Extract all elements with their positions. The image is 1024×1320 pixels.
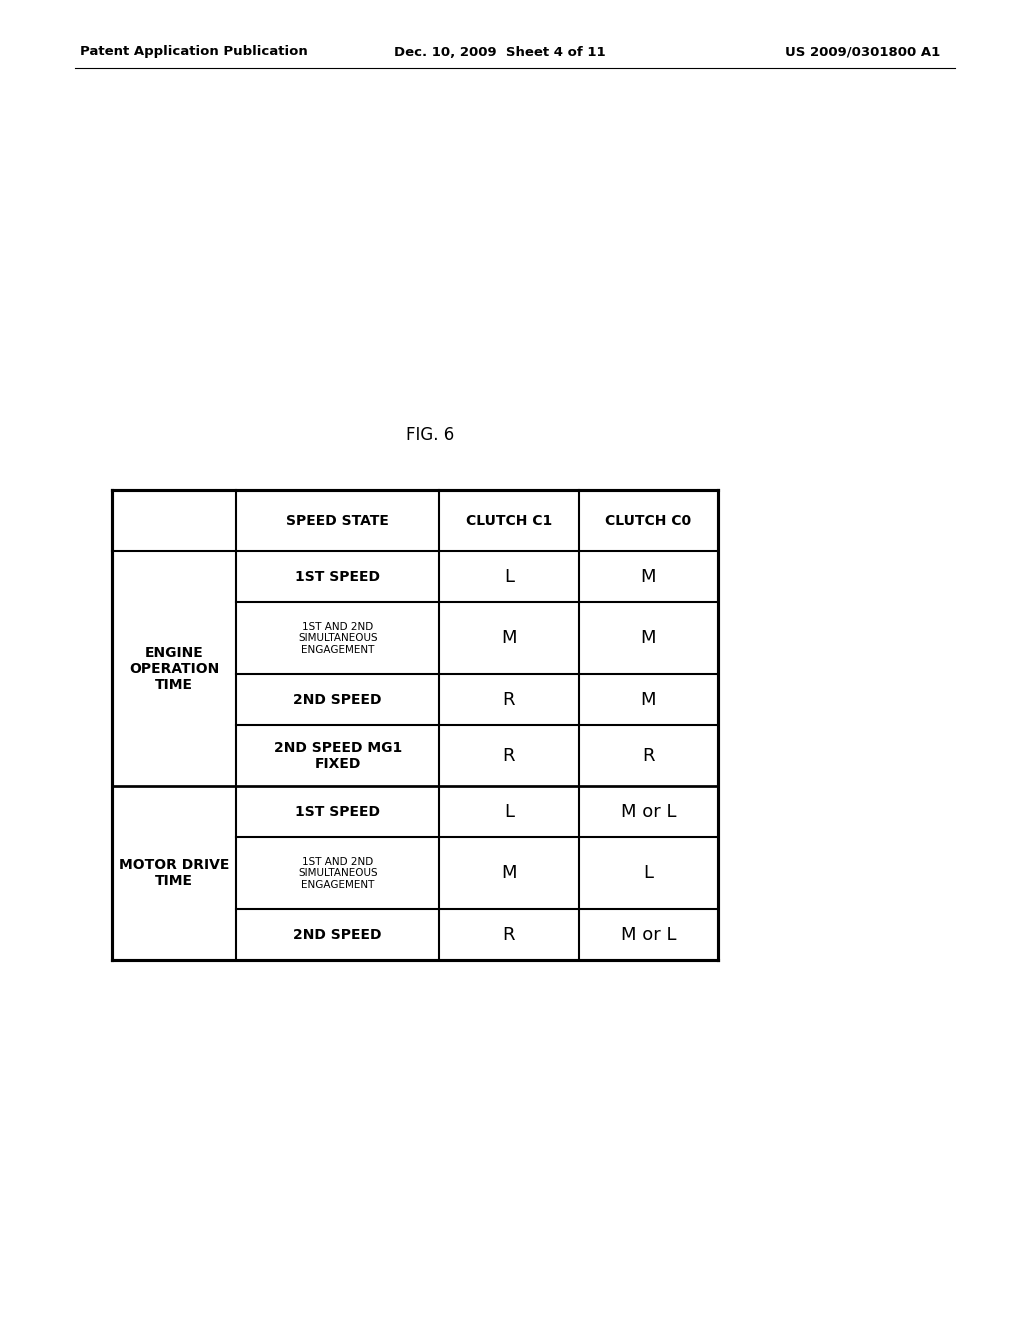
Text: R: R — [503, 690, 515, 709]
Text: M: M — [641, 630, 656, 647]
Text: 1ST AND 2ND
SIMULTANEOUS
ENGAGEMENT: 1ST AND 2ND SIMULTANEOUS ENGAGEMENT — [298, 622, 378, 655]
Text: MOTOR DRIVE
TIME: MOTOR DRIVE TIME — [119, 858, 229, 888]
Text: L: L — [643, 865, 653, 882]
Text: 2ND SPEED MG1
FIXED: 2ND SPEED MG1 FIXED — [273, 741, 401, 771]
Text: M or L: M or L — [621, 925, 676, 944]
Text: L: L — [504, 803, 514, 821]
Text: R: R — [503, 747, 515, 764]
Text: SPEED STATE: SPEED STATE — [287, 513, 389, 528]
Text: M: M — [501, 865, 517, 882]
Text: 1ST SPEED: 1ST SPEED — [295, 805, 380, 818]
Text: Dec. 10, 2009  Sheet 4 of 11: Dec. 10, 2009 Sheet 4 of 11 — [394, 45, 606, 58]
Text: 2ND SPEED: 2ND SPEED — [294, 693, 382, 706]
Text: M or L: M or L — [621, 803, 676, 821]
Text: R: R — [642, 747, 654, 764]
Text: 1ST AND 2ND
SIMULTANEOUS
ENGAGEMENT: 1ST AND 2ND SIMULTANEOUS ENGAGEMENT — [298, 857, 378, 890]
Text: 2ND SPEED: 2ND SPEED — [294, 928, 382, 941]
Text: Patent Application Publication: Patent Application Publication — [80, 45, 308, 58]
Text: 1ST SPEED: 1ST SPEED — [295, 570, 380, 583]
Text: FIG. 6: FIG. 6 — [406, 426, 454, 444]
Text: M: M — [501, 630, 517, 647]
Text: ENGINE
OPERATION
TIME: ENGINE OPERATION TIME — [129, 645, 219, 692]
Text: R: R — [503, 925, 515, 944]
Text: M: M — [641, 690, 656, 709]
Text: L: L — [504, 568, 514, 586]
Text: CLUTCH C0: CLUTCH C0 — [605, 513, 691, 528]
Text: CLUTCH C1: CLUTCH C1 — [466, 513, 552, 528]
Text: US 2009/0301800 A1: US 2009/0301800 A1 — [784, 45, 940, 58]
Text: M: M — [641, 568, 656, 586]
